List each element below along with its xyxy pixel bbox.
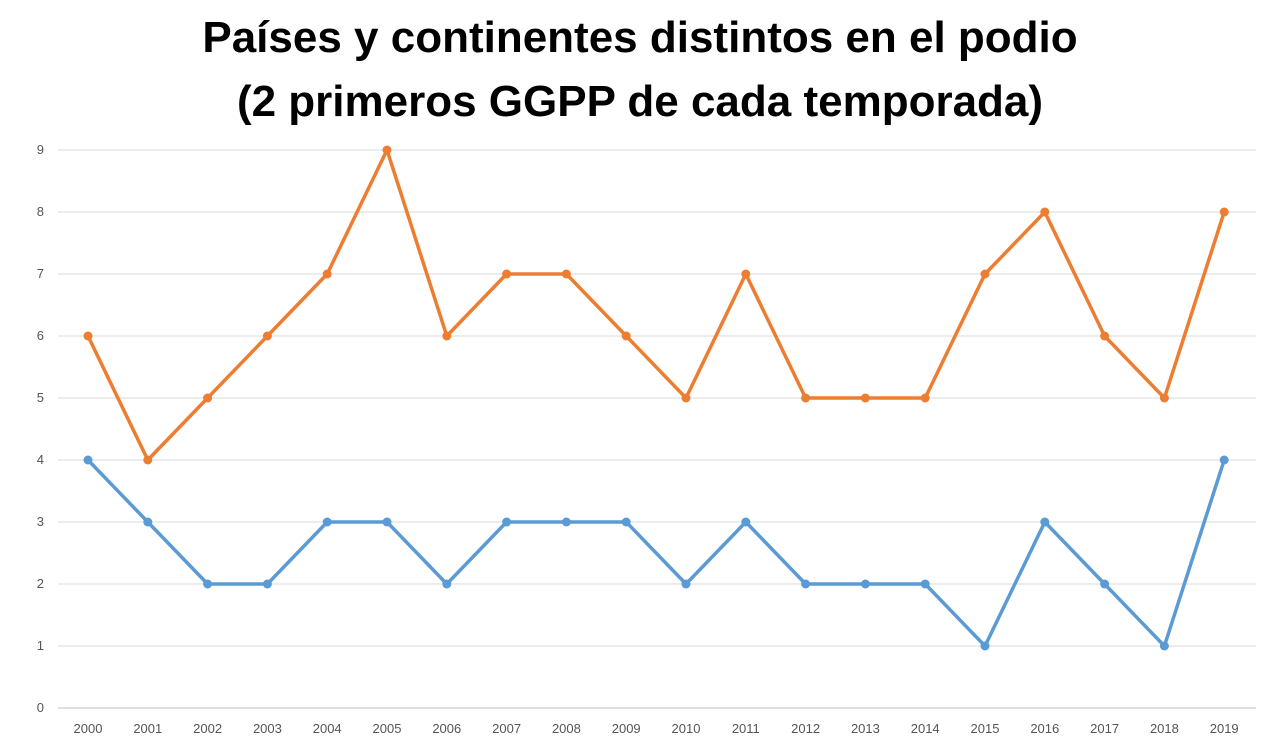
data-point: [83, 331, 93, 341]
series-points: [83, 145, 1229, 651]
data-point: [502, 517, 512, 527]
y-tick-label: 5: [37, 390, 44, 405]
data-point: [442, 579, 452, 589]
data-point: [1219, 207, 1229, 217]
x-tick-label: 2015: [971, 721, 1000, 736]
data-point: [621, 331, 631, 341]
data-point: [322, 269, 332, 279]
y-tick-label: 4: [37, 452, 44, 467]
data-point: [860, 579, 870, 589]
x-tick-label: 2010: [672, 721, 701, 736]
y-tick-label: 1: [37, 638, 44, 653]
data-point: [203, 393, 213, 403]
y-tick-label: 0: [37, 700, 44, 715]
data-point: [801, 393, 811, 403]
y-tick-label: 9: [37, 142, 44, 157]
gridlines: [58, 149, 1256, 709]
x-tick-label: 2002: [193, 721, 222, 736]
data-point: [322, 517, 332, 527]
data-point: [143, 517, 153, 527]
y-tick-label: 3: [37, 514, 44, 529]
series-line-2: [86, 458, 1226, 648]
data-point: [1159, 641, 1169, 651]
data-point: [1100, 579, 1110, 589]
x-tick-label: 2007: [492, 721, 521, 736]
data-point: [1219, 455, 1229, 465]
x-tick-label: 2006: [432, 721, 461, 736]
y-tick-label: 6: [37, 328, 44, 343]
chart-title: Países y continentes distintos en el pod…: [0, 6, 1280, 134]
data-point: [681, 393, 691, 403]
data-point: [860, 393, 870, 403]
x-tick-label: 2011: [732, 721, 760, 736]
x-tick-label: 2012: [791, 721, 820, 736]
data-point: [83, 455, 93, 465]
x-tick-label: 2008: [552, 721, 581, 736]
data-point: [621, 517, 631, 527]
x-tick-label: 2019: [1210, 721, 1239, 736]
data-point: [561, 269, 571, 279]
x-tick-label: 2016: [1030, 721, 1059, 736]
data-point: [1040, 517, 1050, 527]
x-tick-label: 2000: [74, 721, 103, 736]
series-lines: [86, 148, 1226, 648]
x-axis-ticks: 2000 2001 2002 2003 2004 2005 2006 2007 2008 2009…: [74, 721, 1239, 736]
data-point: [801, 579, 811, 589]
data-point: [681, 579, 691, 589]
data-point: [203, 579, 213, 589]
data-point: [262, 331, 272, 341]
data-point: [1040, 207, 1050, 217]
y-tick-label: 2: [37, 576, 44, 591]
data-point: [502, 269, 512, 279]
data-point: [980, 269, 990, 279]
x-tick-label: 2003: [253, 721, 282, 736]
data-point: [382, 517, 392, 527]
data-point: [1100, 331, 1110, 341]
data-point: [741, 269, 751, 279]
data-point: [741, 517, 751, 527]
data-point: [920, 579, 930, 589]
x-tick-label: 2018: [1150, 721, 1179, 736]
x-tick-label: 2017: [1090, 721, 1119, 736]
x-tick-label: 2005: [373, 721, 402, 736]
data-point: [1159, 393, 1169, 403]
x-tick-label: 2001: [133, 721, 162, 736]
y-axis-ticks: 0 1 2 3 4 5 6 7 8 9: [37, 142, 44, 715]
data-point: [980, 641, 990, 651]
data-point: [442, 331, 452, 341]
y-tick-label: 7: [37, 266, 44, 281]
data-point: [262, 579, 272, 589]
chart-title-line-1: Países y continentes distintos en el pod…: [202, 13, 1078, 62]
x-tick-label: 2009: [612, 721, 641, 736]
data-point: [382, 145, 392, 155]
data-point: [920, 393, 930, 403]
x-tick-label: 2004: [313, 721, 342, 736]
chart-title-line-2: (2 primeros GGPP de cada temporada): [236, 77, 1044, 126]
series-line-1: [86, 148, 1226, 462]
y-tick-label: 8: [37, 204, 44, 219]
x-tick-label: 2014: [911, 721, 940, 736]
x-tick-label: 2013: [851, 721, 880, 736]
data-point: [143, 455, 153, 465]
data-point: [561, 517, 571, 527]
